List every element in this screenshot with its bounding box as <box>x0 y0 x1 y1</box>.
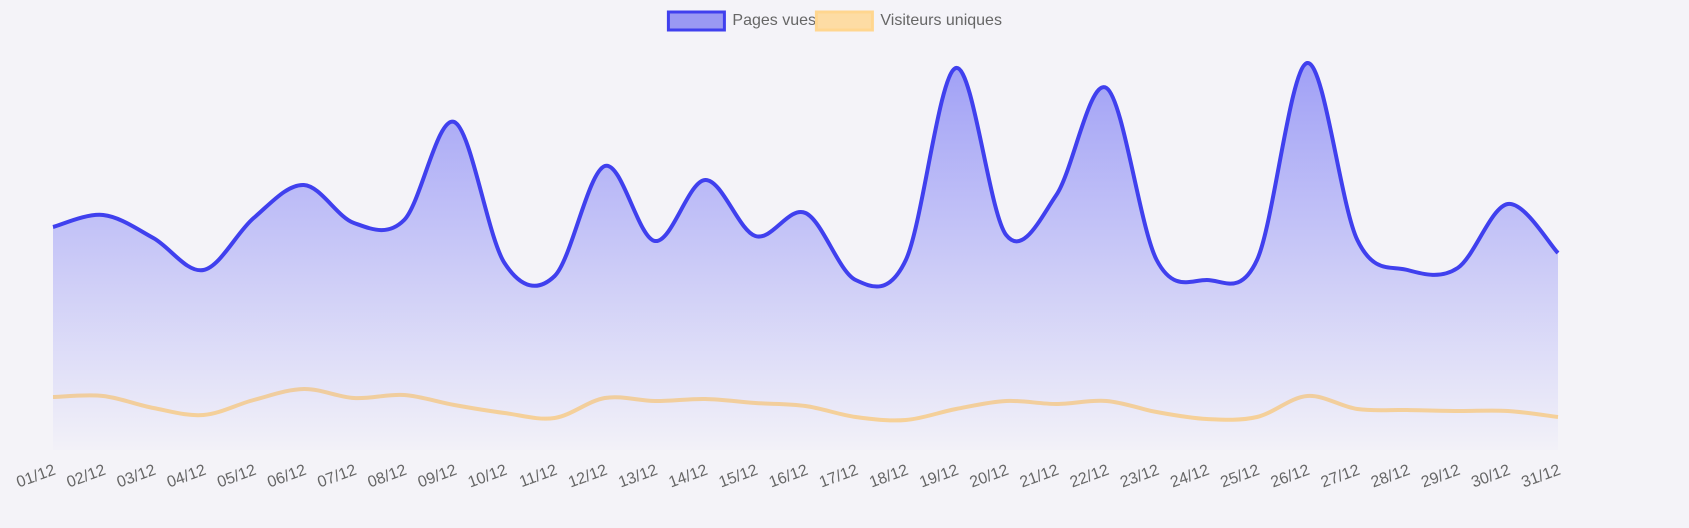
x-tick-label: 09/12 <box>416 462 460 492</box>
x-tick-label: 10/12 <box>466 462 510 492</box>
x-tick-label: 19/12 <box>917 462 961 492</box>
x-tick-label: 17/12 <box>817 462 861 492</box>
x-tick-label: 07/12 <box>315 462 359 492</box>
x-tick-label: 29/12 <box>1419 462 1463 492</box>
x-tick-label: 02/12 <box>65 462 109 492</box>
x-tick-label: 04/12 <box>165 462 209 492</box>
x-tick-label: 05/12 <box>215 462 259 492</box>
x-tick-label: 18/12 <box>867 462 911 492</box>
x-tick-label: 28/12 <box>1369 462 1413 492</box>
x-tick-label: 22/12 <box>1068 462 1112 492</box>
x-tick-label: 20/12 <box>968 462 1012 492</box>
x-tick-label: 08/12 <box>366 462 410 492</box>
x-tick-label: 16/12 <box>767 462 811 492</box>
line <box>52 61 1560 289</box>
legend-swatch <box>666 10 726 32</box>
x-tick-label: 15/12 <box>717 462 761 492</box>
legend-label: Visiteurs uniques <box>880 12 1002 29</box>
x-tick-label: 12/12 <box>566 462 610 492</box>
x-tick-label: 13/12 <box>616 462 660 492</box>
x-tick-label: 26/12 <box>1269 462 1313 492</box>
x-tick-label: 11/12 <box>517 462 559 491</box>
x-tick-label: 25/12 <box>1218 462 1262 492</box>
x-tick-label: 24/12 <box>1168 462 1212 492</box>
x-tick-label: 30/12 <box>1469 462 1513 492</box>
x-tick-label: 01/12 <box>14 462 58 492</box>
x-tick-label: 06/12 <box>265 462 309 492</box>
x-tick-label: 14/12 <box>667 462 711 492</box>
x-tick-label: 27/12 <box>1319 462 1363 492</box>
legend-label: Pages vues <box>732 12 816 29</box>
x-tick-label: 23/12 <box>1118 462 1162 492</box>
area <box>53 62 1558 451</box>
x-tick-label: 31/12 <box>1519 462 1563 492</box>
legend-swatch <box>814 10 874 32</box>
x-tick-label: 21/12 <box>1018 462 1062 492</box>
x-tick-label: 03/12 <box>115 462 159 492</box>
